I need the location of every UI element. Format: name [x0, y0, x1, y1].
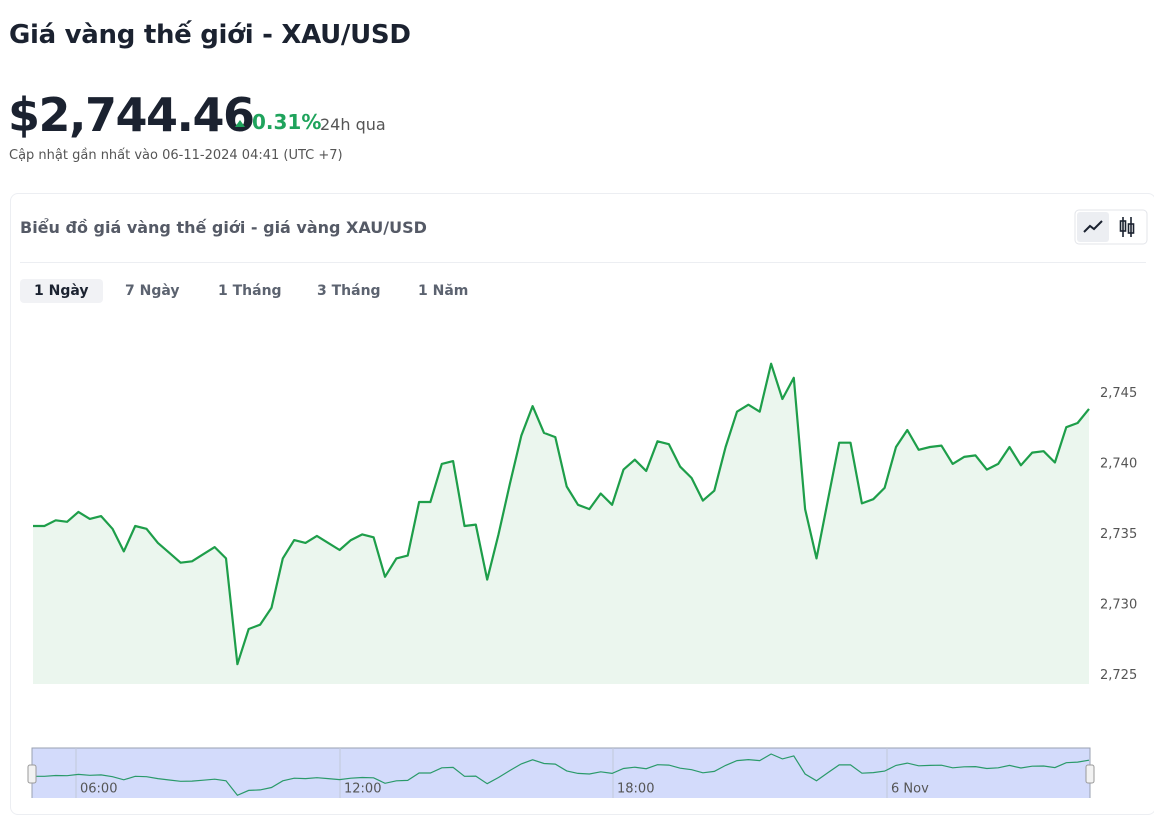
candle-chart-button[interactable]	[1119, 217, 1135, 237]
change-period: 24h qua	[320, 115, 386, 134]
navigator-label: 06:00	[80, 782, 117, 797]
y-tick-label: 2,725	[1100, 668, 1137, 683]
up-arrow	[235, 120, 245, 127]
tab[interactable]: 3 Tháng	[317, 283, 381, 299]
page: Giá vàng thế giới - XAU/USD $2,744.46 0.…	[8, 20, 1154, 815]
y-tick-label: 2,730	[1100, 597, 1137, 612]
price-line	[33, 362, 1090, 666]
line-chart-button[interactable]	[1077, 212, 1109, 242]
page-title: Giá vàng thế giới - XAU/USD	[9, 20, 411, 50]
area	[33, 363, 1089, 684]
tab[interactable]: 1 Năm	[418, 283, 469, 299]
tab[interactable]: 1 Ngày	[20, 279, 103, 303]
y-tick-label: 2,735	[1100, 527, 1137, 542]
navigator-line	[33, 753, 1090, 797]
navigator-label: 18:00	[617, 782, 654, 797]
navigator-label: 12:00	[344, 782, 381, 797]
chart: 2,725 2,730 2,735 2,740 2,745 06:00 12:00 18:00…	[27, 362, 1137, 798]
navigator-handle[interactable]	[27, 764, 37, 784]
y-tick-label: 2,740	[1100, 456, 1137, 471]
navigator-handle[interactable]	[1085, 764, 1095, 784]
navigator-label: 6 Nov	[891, 782, 929, 797]
line-icon	[1083, 220, 1103, 233]
y-tick-label: 2,745	[1100, 386, 1137, 401]
tab[interactable]: 1 Tháng	[218, 283, 282, 299]
tab[interactable]: 7 Ngày	[125, 283, 180, 299]
navigator	[31, 747, 1091, 798]
separator	[20, 262, 1146, 263]
price: $2,744.46	[8, 88, 255, 142]
chart-type-toggle	[1074, 209, 1148, 245]
updated-time: Cập nhật gần nhất vào 06-11-2024 04:41 (…	[9, 148, 343, 163]
card-title: Biểu đồ giá vàng thế giới - giá vàng XAU…	[20, 218, 427, 237]
price-change: 0.31%	[252, 110, 322, 134]
